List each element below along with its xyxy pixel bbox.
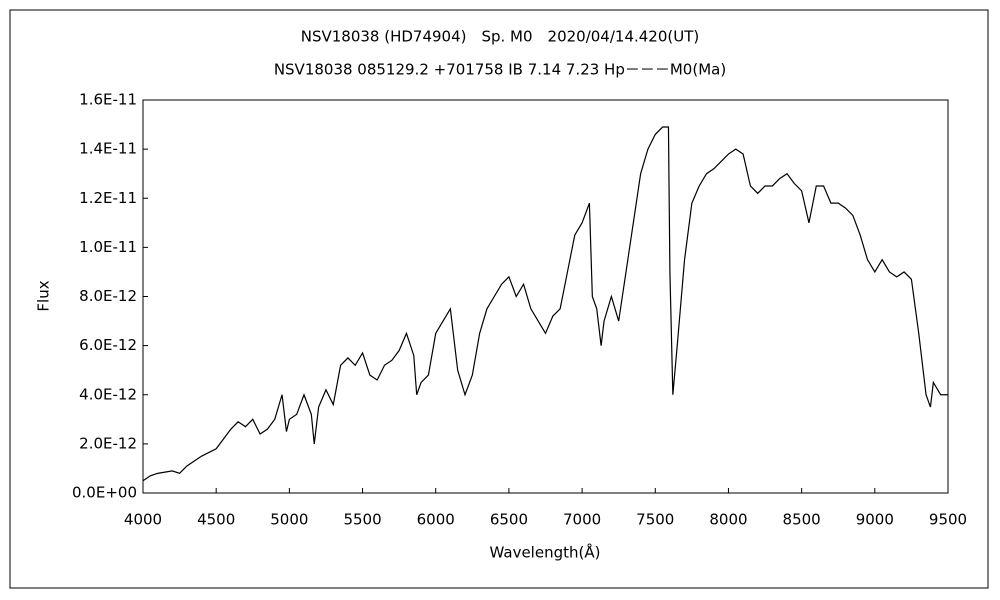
spectrum-line bbox=[142, 126, 948, 482]
y-tick-label: 4.0E-12 bbox=[79, 385, 137, 403]
x-tick-label: 9000 bbox=[856, 511, 894, 529]
x-tick-label: 8000 bbox=[709, 511, 747, 529]
y-axis-label: Flux bbox=[35, 280, 53, 311]
plot-frame bbox=[142, 99, 949, 494]
y-tick-label: 2.0E-12 bbox=[79, 434, 137, 452]
y-tick-label: 1.2E-11 bbox=[79, 189, 137, 207]
y-tick-label: 1.4E-11 bbox=[79, 140, 137, 158]
y-tick-label: 8.0E-12 bbox=[79, 287, 137, 305]
x-tick-label: 5000 bbox=[270, 511, 308, 529]
x-tick-label: 6500 bbox=[490, 511, 528, 529]
x-tick-label: 6000 bbox=[417, 511, 455, 529]
x-tick-label: 7000 bbox=[563, 511, 601, 529]
chart-frame bbox=[9, 9, 989, 589]
x-tick-label: 4000 bbox=[124, 511, 162, 529]
x-tick-label: 5500 bbox=[343, 511, 381, 529]
x-tick-label: 7500 bbox=[636, 511, 674, 529]
chart-title: NSV18038 (HD74904) Sp. M0 2020/04/14.420… bbox=[301, 28, 700, 46]
y-tick-label: 6.0E-12 bbox=[79, 336, 137, 354]
x-tick-label: 4500 bbox=[197, 511, 235, 529]
x-axis-label: Wavelength(Å) bbox=[490, 543, 601, 562]
y-tick-label: 0.0E+00 bbox=[72, 484, 137, 502]
y-tick-label: 1.0E-11 bbox=[79, 238, 137, 256]
chart-subtitle: NSV18038 085129.2 +701758 IB 7.14 7.23 H… bbox=[274, 61, 726, 79]
y-tick-label: 1.6E-11 bbox=[79, 91, 137, 109]
x-tick-label: 8500 bbox=[783, 511, 821, 529]
x-tick-label: 9500 bbox=[929, 511, 967, 529]
